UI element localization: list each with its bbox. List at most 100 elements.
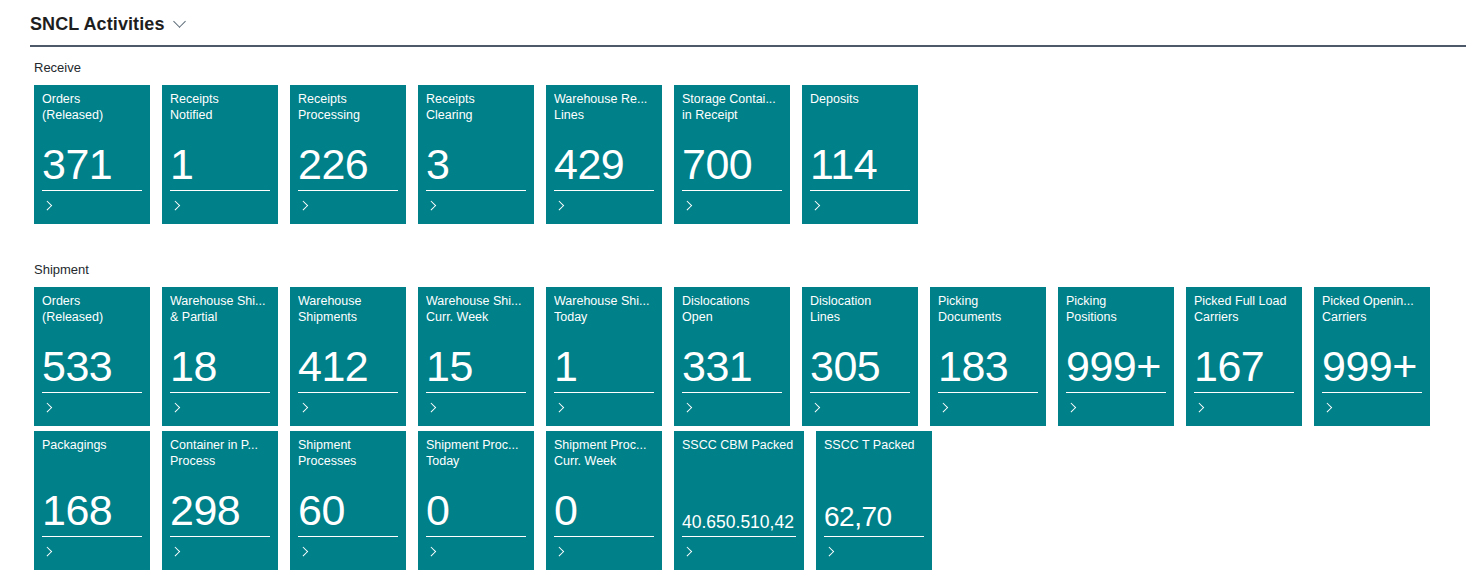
cue-sections: Receive Orders (Released) 371 Receipts N…	[0, 60, 1466, 570]
chevron-right-icon[interactable]	[299, 546, 308, 555]
cue-tile[interactable]: Packagings 168	[34, 431, 150, 570]
cue-tile[interactable]: Warehouse Shipments 412	[290, 287, 406, 426]
cue-tile[interactable]: Storage Contai... in Receipt 700	[674, 85, 790, 224]
cue-tile[interactable]: Shipment Processes 60	[290, 431, 406, 570]
chevron-right-icon[interactable]	[683, 200, 692, 209]
chevron-right-icon[interactable]	[811, 200, 820, 209]
cue-tile-label: Warehouse Shi... Curr. Week	[426, 293, 526, 325]
cue-tile[interactable]: Picking Documents 183	[930, 287, 1046, 426]
chevron-right-icon[interactable]	[427, 200, 436, 209]
cue-tile[interactable]: Shipment Proc... Curr. Week 0	[546, 431, 662, 570]
chevron-right-icon[interactable]	[43, 200, 52, 209]
page-title-dropdown[interactable]: SNCL Activities	[30, 12, 1466, 36]
cue-tile-separator	[170, 536, 270, 537]
cue-tile[interactable]: Orders (Released) 371	[34, 85, 150, 224]
cue-tile-separator	[810, 190, 910, 191]
cue-row: Packagings 168 Container in P... Process…	[34, 431, 1466, 570]
chevron-right-icon[interactable]	[939, 402, 948, 411]
cue-tile-footer	[554, 200, 654, 210]
cue-tile[interactable]: Receipts Clearing 3	[418, 85, 534, 224]
cue-tile[interactable]: Picking Positions 999+	[1058, 287, 1174, 426]
cue-tile-label: Warehouse Shi... & Partial	[170, 293, 270, 325]
cue-tile[interactable]: Warehouse Shi... & Partial 18	[162, 287, 278, 426]
cue-tile-label: Receipts Clearing	[426, 91, 526, 123]
cue-tile-label: Orders (Released)	[42, 293, 142, 325]
cue-tile[interactable]: Warehouse Shi... Today 1	[546, 287, 662, 426]
cue-tile-label: SSCC CBM Packed	[682, 437, 796, 453]
cue-tile-value: 1	[554, 346, 654, 387]
chevron-right-icon[interactable]	[171, 402, 180, 411]
cue-tile-separator	[170, 190, 270, 191]
chevron-right-icon[interactable]	[299, 200, 308, 209]
chevron-right-icon[interactable]	[427, 546, 436, 555]
cue-tile-value: 533	[42, 346, 142, 387]
cue-tile-value: 18	[170, 346, 270, 387]
cue-tile-footer	[824, 546, 924, 556]
cue-tile[interactable]: SSCC T Packed 62,70	[816, 431, 932, 570]
chevron-right-icon[interactable]	[171, 546, 180, 555]
cue-tile-value: 0	[426, 490, 526, 531]
chevron-right-icon[interactable]	[1323, 402, 1332, 411]
cue-tile-footer	[1194, 402, 1294, 412]
cue-tile-separator	[42, 536, 142, 537]
chevron-right-icon[interactable]	[1195, 402, 1204, 411]
cue-tile-footer	[170, 200, 270, 210]
cue-tile[interactable]: Deposits 114	[802, 85, 918, 224]
chevron-right-icon[interactable]	[299, 402, 308, 411]
cue-tile-label: Container in P... Process	[170, 437, 270, 469]
chevron-right-icon[interactable]	[171, 200, 180, 209]
cue-group-shipment: Shipment Orders (Released) 533 Warehouse…	[34, 262, 1466, 570]
cue-tile-footer	[426, 200, 526, 210]
cue-tile-label: Orders (Released)	[42, 91, 142, 123]
chevron-right-icon[interactable]	[427, 402, 436, 411]
chevron-right-icon[interactable]	[811, 402, 820, 411]
chevron-right-icon[interactable]	[43, 546, 52, 555]
cue-tile-footer	[810, 402, 910, 412]
cue-tile-value: 183	[938, 346, 1038, 387]
cue-tile-value: 114	[810, 144, 910, 185]
chevron-right-icon[interactable]	[825, 546, 834, 555]
cue-tile-separator	[938, 392, 1038, 393]
cue-tile-footer	[938, 402, 1038, 412]
cue-group-label: Receive	[34, 60, 1466, 76]
cue-tile-separator	[170, 392, 270, 393]
cue-tile-label: Dislocations Open	[682, 293, 782, 325]
cue-tile-footer	[42, 402, 142, 412]
chevron-right-icon[interactable]	[683, 546, 692, 555]
cue-tile[interactable]: Picked Full Load Carriers 167	[1186, 287, 1302, 426]
cue-tile[interactable]: SSCC CBM Packed 40.650.510,42	[674, 431, 804, 570]
cue-tile-value: 371	[42, 144, 142, 185]
cue-tile-label: Storage Contai... in Receipt	[682, 91, 782, 123]
cue-tile-label: Packagings	[42, 437, 142, 453]
cue-tile[interactable]: Receipts Processing 226	[290, 85, 406, 224]
cue-tile-separator	[682, 536, 796, 537]
chevron-right-icon[interactable]	[555, 546, 564, 555]
cue-tile-label: Picked Full Load Carriers	[1194, 293, 1294, 325]
cue-tile[interactable]: Warehouse Shi... Curr. Week 15	[418, 287, 534, 426]
cue-tile[interactable]: Dislocation Lines 305	[802, 287, 918, 426]
chevron-right-icon[interactable]	[43, 402, 52, 411]
chevron-right-icon[interactable]	[555, 402, 564, 411]
cue-row: Orders (Released) 533 Warehouse Shi... &…	[34, 287, 1466, 426]
cue-tile[interactable]: Container in P... Process 298	[162, 431, 278, 570]
cue-tile[interactable]: Receipts Notified 1	[162, 85, 278, 224]
cue-tile[interactable]: Dislocations Open 331	[674, 287, 790, 426]
cue-tile-value: 62,70	[824, 504, 924, 531]
cue-tile[interactable]: Shipment Proc... Today 0	[418, 431, 534, 570]
chevron-right-icon[interactable]	[1067, 402, 1076, 411]
cue-group-receive: Receive Orders (Released) 371 Receipts N…	[34, 60, 1466, 224]
cue-tile[interactable]: Picked Openin... Carriers 999+	[1314, 287, 1430, 426]
cue-tile[interactable]: Warehouse Re... Lines 429	[546, 85, 662, 224]
page-title: SNCL Activities	[30, 14, 165, 35]
cue-group-rows: Orders (Released) 533 Warehouse Shi... &…	[34, 287, 1466, 570]
chevron-right-icon[interactable]	[555, 200, 564, 209]
cue-tile-label: Picking Positions	[1066, 293, 1166, 325]
activities-page: SNCL Activities Receive Orders (Released…	[0, 0, 1466, 570]
chevron-down-icon[interactable]	[173, 15, 186, 28]
cue-tile-separator	[42, 190, 142, 191]
chevron-right-icon[interactable]	[683, 402, 692, 411]
cue-tile-footer	[682, 200, 782, 210]
cue-tile-label: Receipts Processing	[298, 91, 398, 123]
cue-tile-label: Dislocation Lines	[810, 293, 910, 325]
cue-tile[interactable]: Orders (Released) 533	[34, 287, 150, 426]
